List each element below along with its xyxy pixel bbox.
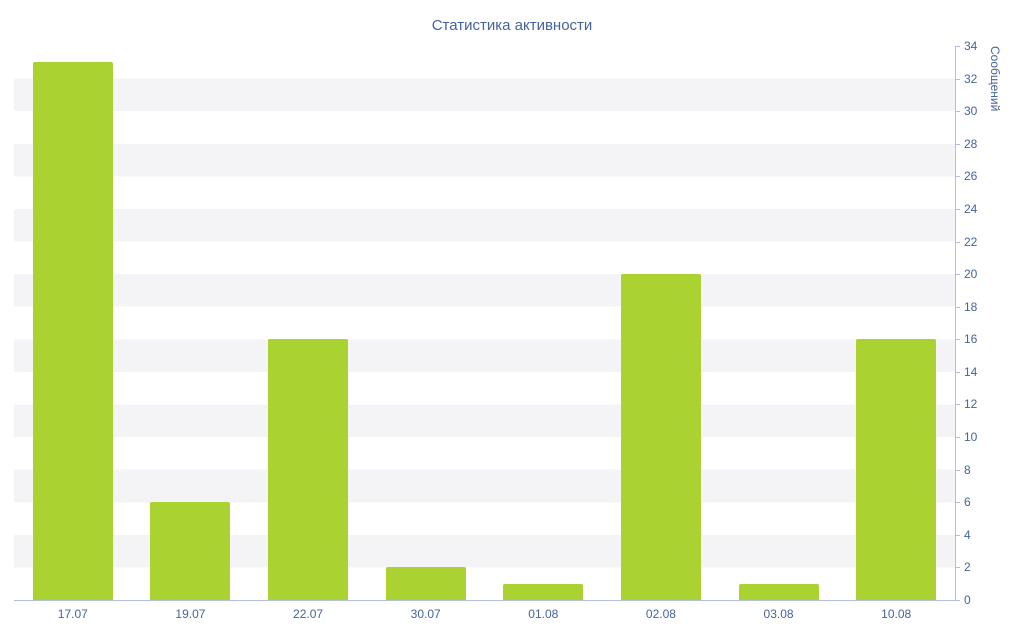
y-tick-label: 24 [964,201,978,216]
x-tick-label: 02.08 [645,607,676,621]
y-tick-mark [956,143,960,145]
y-tick-label: 26 [964,169,978,184]
chart-title: Статистика активности [431,17,593,34]
x-tick-label: 30.07 [410,607,441,621]
y-tick-label: 32 [964,71,978,86]
bar-10.08 [856,339,937,600]
y-tick-label: 20 [964,267,978,282]
y-tick-mark [956,111,960,113]
y-tick-label: 28 [964,136,978,151]
y-axis-title: Сообщений [988,46,1002,112]
x-tick-label: 01.08 [528,607,559,621]
bar-30.07 [385,567,466,600]
x-tick-label: 19.07 [175,607,206,621]
bar-19.07 [150,502,231,600]
bar-17.07 [32,62,113,600]
x-tick-label: 22.07 [293,607,324,621]
plot-area [14,46,956,601]
y-tick-mark [956,600,960,601]
y-tick-mark [956,274,960,276]
y-tick-label: 2 [964,560,971,575]
y-tick-mark [956,339,960,341]
bar-22.07 [268,339,349,600]
y-tick-label: 22 [964,234,978,249]
y-tick-mark [956,208,960,210]
y-tick-mark [956,469,960,471]
y-tick-mark [956,437,960,439]
y-tick-label: 16 [964,332,978,347]
y-tick-label: 12 [964,397,978,412]
y-tick-label: 18 [964,299,978,314]
y-tick-label: 14 [964,364,978,379]
y-tick-mark [956,78,960,80]
y-tick-mark [956,371,960,373]
y-tick-label: 8 [964,462,971,477]
y-tick-mark [956,306,960,308]
y-tick-label: 10 [964,430,978,445]
x-tick-label: 10.08 [881,607,912,621]
y-tick-label: 0 [964,593,971,607]
y-tick-mark [956,502,960,504]
bar-03.08 [738,583,819,600]
y-tick-mark [956,404,960,406]
x-tick-label: 17.07 [57,607,88,621]
x-tick-label: 03.08 [763,607,794,621]
bar-01.08 [503,583,584,600]
y-tick-label: 6 [964,495,971,510]
y-tick-mark [956,46,960,47]
bar-02.08 [620,274,701,600]
y-tick-mark [956,176,960,178]
y-tick-mark [956,567,960,569]
y-tick-label: 34 [964,39,978,53]
y-tick-label: 30 [964,104,978,119]
y-tick-mark [956,241,960,243]
y-tick-mark [956,534,960,536]
y-tick-label: 4 [964,527,971,542]
